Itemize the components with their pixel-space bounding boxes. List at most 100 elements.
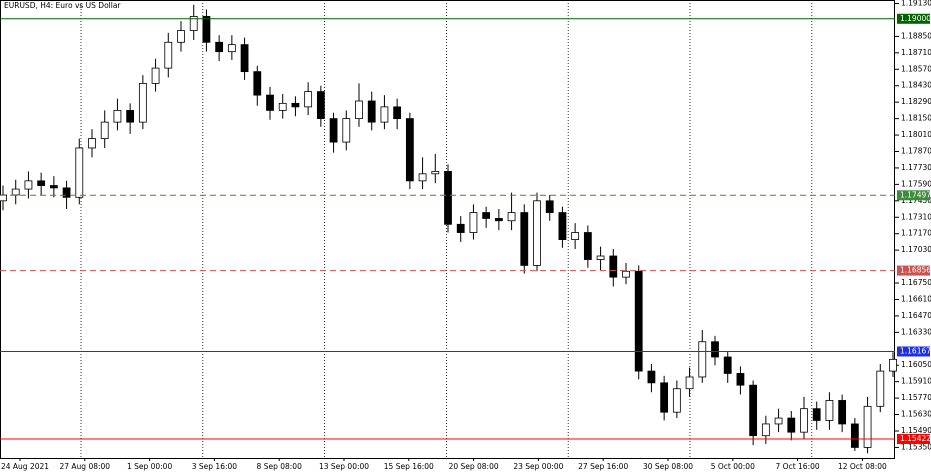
candle-body [507, 212, 516, 222]
candle-body [558, 212, 567, 240]
x-tick-label: 20 Sep 08:00 [449, 462, 499, 471]
candle-body [533, 200, 541, 266]
candle-body [316, 91, 325, 120]
candle-body [405, 118, 414, 182]
y-tick-label: 1.18290 [901, 97, 931, 106]
price-level-label: 1.15422 [900, 434, 931, 443]
candle-body [583, 232, 592, 260]
candle-body [660, 382, 669, 413]
y-tick-label: 1.16610 [901, 294, 931, 303]
candle-body [825, 400, 834, 421]
x-tick-label: 3 Sep 16:00 [192, 462, 238, 471]
candle-body [88, 138, 96, 149]
candle-body [393, 106, 402, 120]
candle-body [889, 358, 897, 372]
candle-body [62, 187, 71, 198]
candle-body [202, 16, 211, 43]
candle-body [444, 171, 452, 225]
x-tick-label: 27 Aug 08:00 [60, 462, 111, 471]
y-tick-label: 1.17030 [901, 245, 931, 254]
candle-body [138, 82, 147, 123]
candle-body [736, 373, 745, 386]
y-tick-label: 1.18430 [901, 81, 931, 90]
candle-body [876, 370, 885, 407]
y-tick-label: 1.16750 [901, 278, 931, 287]
candle-body [571, 232, 580, 240]
candle-body [75, 147, 84, 198]
candle-body [164, 41, 173, 69]
candle-body [749, 384, 758, 437]
candle-body [24, 180, 33, 190]
candle-body [11, 188, 20, 196]
candle-body [672, 388, 681, 413]
candle-body [151, 67, 160, 84]
candle-body [49, 185, 58, 189]
y-tick-label: 1.16330 [901, 327, 931, 336]
candle-body [482, 212, 491, 219]
x-tick-label: 24 Aug 2021 [1, 462, 49, 471]
y-tick-label: 1.17730 [901, 163, 931, 172]
candle-body [863, 405, 872, 448]
candle-body [494, 218, 503, 222]
candle-body [380, 106, 389, 123]
price-level-box [897, 346, 930, 357]
price-level-box [897, 265, 930, 276]
candle-body [0, 194, 7, 202]
x-tick-label: 1 Sep 00:00 [127, 462, 173, 471]
candle-body [215, 41, 224, 53]
y-tick-label: 1.17870 [901, 146, 931, 155]
candle-body [711, 341, 719, 358]
y-tick-label: 1.18710 [901, 48, 931, 57]
candle-body [37, 180, 46, 186]
price-level-box [897, 13, 930, 24]
candle-body [685, 376, 694, 390]
candle-body [126, 109, 135, 123]
candle-body [850, 423, 859, 448]
candle-body [291, 102, 300, 108]
candle-body [456, 223, 465, 233]
candle-body [634, 270, 643, 372]
candle-body [329, 118, 338, 143]
candle-body [253, 71, 262, 96]
x-tick-label: 12 Oct 08:00 [838, 462, 887, 471]
candle-body [761, 423, 770, 437]
price-level-label: 1.17497 [900, 190, 931, 199]
y-tick-label: 1.17450 [901, 196, 931, 205]
candle-body [647, 370, 656, 384]
y-tick-label: 1.16470 [901, 311, 931, 320]
x-tick-label: 15 Sep 16:00 [384, 462, 434, 471]
y-tick-label: 1.15490 [901, 426, 931, 435]
candle-body [622, 270, 630, 278]
price-level-label: 1.19000 [900, 14, 931, 23]
candle-body [469, 212, 478, 233]
x-tick-label: 30 Sep 08:00 [643, 462, 693, 471]
price-level-box [897, 190, 930, 201]
candle-body [596, 255, 605, 260]
candle-body [609, 255, 618, 278]
candle-body [100, 121, 109, 139]
x-tick-label: 7 Oct 16:00 [776, 462, 820, 471]
candle-body [367, 100, 376, 123]
y-tick-label: 1.17590 [901, 179, 931, 188]
candle-body [113, 109, 122, 123]
candle-body [800, 408, 808, 433]
x-tick-label: 8 Sep 08:00 [257, 462, 303, 471]
candle-body [278, 102, 287, 111]
candle-body [177, 30, 185, 43]
candle-body [189, 16, 198, 31]
candle-body [787, 417, 796, 433]
y-tick-label: 1.17170 [901, 229, 931, 238]
candle-body [266, 94, 274, 111]
y-tick-label: 1.17310 [901, 212, 931, 221]
x-tick-label: 5 Oct 00:00 [711, 462, 755, 471]
y-tick-label: 1.16050 [901, 360, 931, 369]
y-tick-label: 1.18570 [901, 64, 931, 73]
candle-body [545, 200, 554, 213]
y-tick-label: 1.15630 [901, 410, 931, 419]
x-tick-label: 13 Sep 00:00 [319, 462, 369, 471]
price-level-label: 1.16856 [900, 266, 931, 275]
candle-body [520, 212, 529, 266]
candle-body [240, 44, 249, 73]
candle-body [355, 100, 363, 120]
